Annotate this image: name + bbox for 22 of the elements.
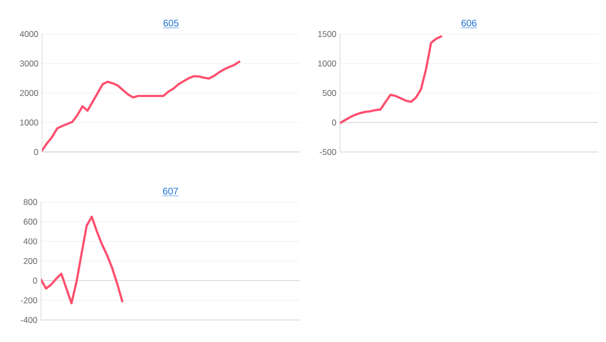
y-tick-label: 2000 [20, 90, 38, 96]
y-tick-label: 1000 [20, 119, 38, 126]
chart-title: 607 [163, 188, 178, 194]
y-tick-label: 800 [24, 198, 38, 205]
line-series [340, 35, 442, 124]
y-tick-label: 200 [24, 258, 38, 264]
y-tick-label: 4000 [20, 30, 38, 37]
line-series [41, 216, 124, 304]
y-tick-label: 0 [33, 278, 38, 284]
y-tick-label: 0 [34, 148, 38, 155]
chart-title: 605 [164, 20, 179, 26]
y-tick-label: -200 [20, 297, 38, 304]
y-tick-label: 3000 [20, 60, 38, 66]
y-tick-label: 1500 [318, 30, 336, 37]
y-tick-label: 1000 [318, 60, 336, 66]
chart-title: 606 [462, 20, 476, 26]
y-tick-label: 600 [24, 218, 38, 225]
y-tick-label: -400 [20, 316, 38, 323]
y-tick-label: -500 [320, 148, 336, 155]
y-tick-label: 0 [332, 119, 336, 126]
y-tick-label: 400 [23, 238, 38, 244]
y-tick-label: 500 [322, 90, 336, 96]
